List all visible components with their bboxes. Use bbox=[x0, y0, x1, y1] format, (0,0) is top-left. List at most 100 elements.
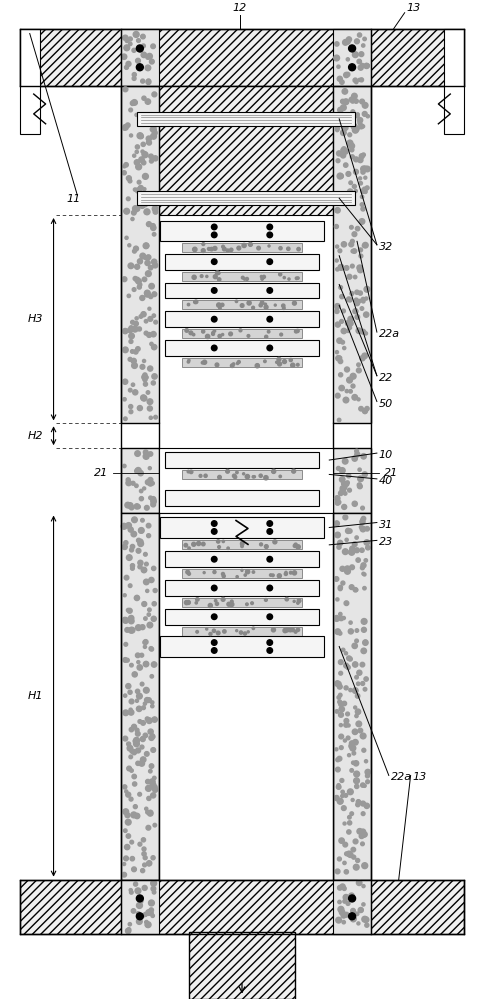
Circle shape bbox=[357, 483, 362, 487]
Circle shape bbox=[135, 484, 138, 487]
Circle shape bbox=[344, 723, 348, 727]
Circle shape bbox=[146, 79, 151, 83]
Circle shape bbox=[129, 727, 134, 732]
Circle shape bbox=[293, 544, 297, 547]
Circle shape bbox=[359, 52, 364, 57]
Circle shape bbox=[147, 698, 151, 703]
Bar bbox=[182, 329, 302, 338]
Circle shape bbox=[136, 902, 142, 908]
Circle shape bbox=[363, 166, 367, 171]
Circle shape bbox=[242, 243, 246, 248]
Circle shape bbox=[245, 474, 250, 479]
Circle shape bbox=[353, 864, 359, 870]
Circle shape bbox=[363, 242, 368, 248]
Circle shape bbox=[153, 823, 157, 827]
Circle shape bbox=[212, 614, 217, 620]
Circle shape bbox=[335, 532, 340, 538]
Circle shape bbox=[129, 326, 133, 330]
Circle shape bbox=[343, 842, 348, 847]
Bar bbox=[160, 221, 324, 241]
Circle shape bbox=[277, 574, 281, 578]
Circle shape bbox=[131, 812, 136, 818]
Circle shape bbox=[335, 500, 340, 505]
Circle shape bbox=[264, 545, 268, 548]
Circle shape bbox=[289, 358, 292, 362]
Bar bbox=[333, 86, 371, 423]
Circle shape bbox=[218, 546, 221, 548]
Circle shape bbox=[351, 124, 357, 129]
Circle shape bbox=[344, 794, 348, 797]
Circle shape bbox=[350, 239, 354, 243]
Circle shape bbox=[126, 523, 132, 528]
Circle shape bbox=[142, 374, 147, 380]
Circle shape bbox=[134, 208, 138, 212]
Bar bbox=[333, 880, 371, 934]
Circle shape bbox=[350, 148, 354, 152]
Bar bbox=[165, 609, 319, 625]
Circle shape bbox=[365, 774, 369, 778]
Circle shape bbox=[134, 504, 139, 509]
Circle shape bbox=[123, 398, 126, 401]
Circle shape bbox=[365, 297, 368, 300]
Circle shape bbox=[154, 320, 157, 324]
Circle shape bbox=[122, 863, 126, 866]
Circle shape bbox=[126, 478, 130, 482]
Circle shape bbox=[359, 834, 364, 839]
Circle shape bbox=[340, 566, 345, 571]
Circle shape bbox=[242, 276, 244, 279]
Circle shape bbox=[338, 693, 342, 697]
Circle shape bbox=[122, 785, 127, 789]
Bar bbox=[333, 448, 371, 513]
Circle shape bbox=[241, 545, 243, 548]
Circle shape bbox=[213, 246, 217, 250]
Bar bbox=[121, 86, 159, 423]
Circle shape bbox=[136, 278, 141, 284]
Circle shape bbox=[149, 265, 153, 270]
Circle shape bbox=[276, 361, 278, 363]
Circle shape bbox=[348, 550, 353, 554]
Circle shape bbox=[274, 304, 276, 306]
Circle shape bbox=[125, 502, 131, 508]
Circle shape bbox=[352, 52, 358, 58]
Circle shape bbox=[259, 543, 262, 546]
Bar bbox=[121, 29, 159, 86]
Circle shape bbox=[355, 714, 358, 718]
Circle shape bbox=[361, 207, 365, 211]
Circle shape bbox=[151, 886, 156, 891]
Circle shape bbox=[355, 290, 359, 294]
Circle shape bbox=[130, 101, 135, 105]
Circle shape bbox=[123, 165, 126, 168]
Circle shape bbox=[148, 477, 153, 482]
Circle shape bbox=[141, 395, 146, 400]
Circle shape bbox=[147, 399, 153, 404]
Circle shape bbox=[358, 484, 362, 489]
Circle shape bbox=[126, 176, 131, 181]
Circle shape bbox=[130, 891, 133, 894]
Circle shape bbox=[292, 469, 296, 473]
Circle shape bbox=[151, 734, 154, 737]
Circle shape bbox=[336, 917, 342, 923]
Circle shape bbox=[131, 350, 134, 353]
Circle shape bbox=[364, 332, 367, 335]
Bar bbox=[333, 513, 371, 880]
Circle shape bbox=[122, 347, 128, 353]
Bar bbox=[182, 300, 302, 309]
Circle shape bbox=[292, 301, 296, 305]
Circle shape bbox=[132, 288, 136, 291]
Circle shape bbox=[362, 572, 365, 575]
Circle shape bbox=[344, 719, 349, 723]
Circle shape bbox=[357, 398, 360, 401]
Circle shape bbox=[348, 326, 351, 330]
Circle shape bbox=[347, 656, 351, 660]
Bar bbox=[165, 340, 319, 356]
Circle shape bbox=[130, 749, 134, 753]
Circle shape bbox=[141, 44, 145, 48]
Circle shape bbox=[124, 844, 130, 850]
Circle shape bbox=[252, 476, 255, 478]
Circle shape bbox=[360, 908, 363, 912]
Circle shape bbox=[357, 711, 360, 714]
Circle shape bbox=[346, 902, 350, 905]
Circle shape bbox=[132, 774, 136, 779]
Circle shape bbox=[152, 776, 156, 780]
Circle shape bbox=[188, 359, 190, 362]
